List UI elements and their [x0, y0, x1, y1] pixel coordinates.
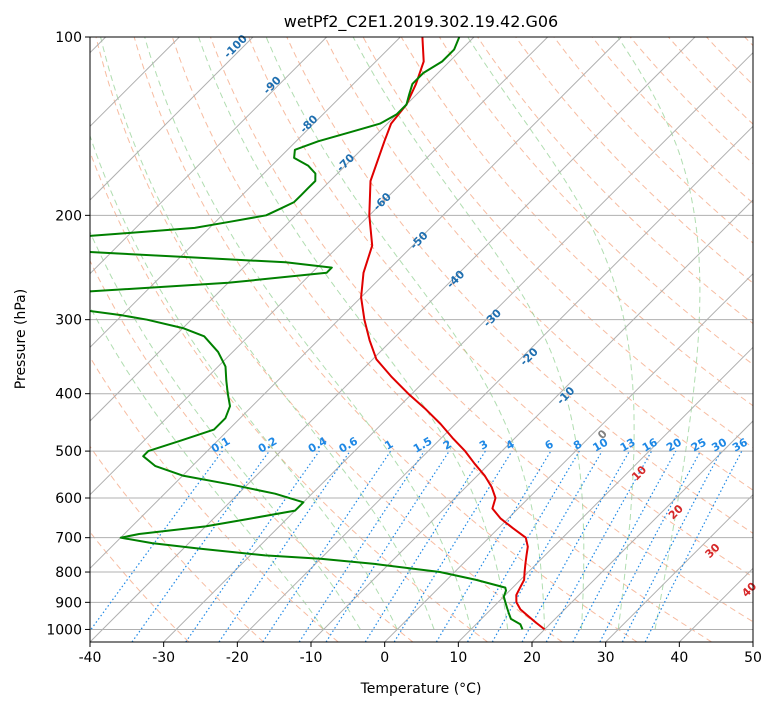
isotherm-line [90, 37, 401, 349]
moist-adiabat [265, 37, 546, 630]
y-tick-label: 300 [55, 313, 82, 329]
mixing-ratio-line [325, 450, 450, 642]
x-tick-label: 0 [380, 650, 389, 666]
mixing-ratio-line [131, 450, 270, 642]
x-tick-label: 10 [449, 650, 467, 666]
y-tick-label: 600 [55, 491, 82, 507]
mixing-ratio-line [545, 450, 653, 642]
x-axis: -40 -30 -20 -10 0 10 20 30 40 50 [79, 642, 762, 666]
isotherm-line [90, 37, 622, 570]
y-tick-label: 400 [55, 387, 82, 403]
x-tick-label: -10 [300, 650, 323, 666]
isotherm-line [310, 199, 753, 642]
mixing-ratio-line [185, 450, 320, 642]
y-axis-title: Pressure (hPa) [13, 289, 29, 389]
x-tick-label: 20 [523, 650, 541, 666]
chart-title: wetPf2_C2E1.2019.302.19.42.G06 [284, 12, 558, 32]
x-tick-label: -30 [152, 650, 175, 666]
dewpoint-line [90, 37, 524, 630]
dry-adiabat [400, 37, 753, 407]
dry-adiabat [515, 37, 753, 284]
y-tick-label: 200 [55, 208, 82, 224]
temperature-line [360, 37, 546, 631]
y-axis: 100 200 300 400 500 600 700 800 900 1000 [46, 30, 90, 638]
isotherm-line [163, 51, 753, 642]
moist-adiabat [198, 37, 509, 630]
mixing-ratio-line [435, 450, 552, 642]
dry-adiabat [629, 37, 753, 165]
isotherm-line [90, 37, 475, 422]
dry-adiabat [591, 37, 753, 204]
dry-adiabat [477, 37, 753, 325]
isotherm-line [384, 272, 753, 642]
y-tick-label: 500 [55, 444, 82, 460]
y-tick-label: 1000 [46, 622, 82, 638]
y-tick-label: 100 [55, 30, 82, 46]
dry-adiabat [90, 445, 264, 642]
x-tick-label: 40 [670, 650, 688, 666]
dry-adiabat [210, 37, 753, 623]
moist-adiabat [352, 37, 585, 630]
x-tick-label: -20 [226, 650, 249, 666]
dry-adiabat [324, 37, 753, 491]
moist-adiabat [90, 230, 361, 630]
mixing-ratio-line [218, 450, 351, 642]
plot-background [90, 37, 753, 642]
mixing-ratio-line [521, 450, 631, 642]
isotherm-line [457, 346, 753, 642]
profile-lines [90, 37, 546, 631]
mixing-ratio-line [364, 450, 486, 642]
isotherm-line [531, 420, 753, 642]
dry-adiabat [171, 37, 712, 642]
mixing-ratio-line [466, 450, 580, 642]
dry-adiabat [90, 259, 414, 642]
dry-adiabat [133, 37, 638, 642]
y-tick-label: 800 [55, 565, 82, 581]
mixing-ratio-line [491, 450, 603, 642]
isotherm-line [90, 37, 328, 275]
moist-adiabats [90, 37, 701, 630]
mixing-ratio-line [393, 450, 513, 642]
isotherm-line [90, 37, 696, 642]
y-tick-label: 900 [55, 595, 82, 611]
dry-adiabat [95, 37, 563, 642]
moist-adiabat [100, 37, 435, 630]
moist-adiabat [144, 37, 472, 630]
isotherm-line [90, 37, 254, 201]
x-tick-label: 30 [597, 650, 615, 666]
isobar-grid [90, 37, 753, 630]
plot-frame [89, 36, 754, 643]
mixing-ratio-lines [90, 450, 743, 642]
isotherm-line [90, 37, 549, 496]
y-tick-label: 700 [55, 531, 82, 547]
isotherm-line [236, 125, 753, 642]
moist-adiabat [90, 305, 325, 630]
x-axis-title: Temperature (°C) [360, 681, 482, 697]
mixing-ratio-line [90, 450, 223, 632]
isotherm-line [752, 641, 753, 642]
x-tick-label: 50 [744, 650, 762, 666]
moist-adiabat [90, 134, 398, 630]
x-tick-label: -40 [79, 650, 102, 666]
isotherm-grid [90, 37, 753, 642]
mixing-ratio-line [572, 450, 677, 642]
isotherm-line [605, 493, 753, 642]
moist-adiabat [617, 37, 701, 630]
dry-adiabat [248, 37, 753, 578]
